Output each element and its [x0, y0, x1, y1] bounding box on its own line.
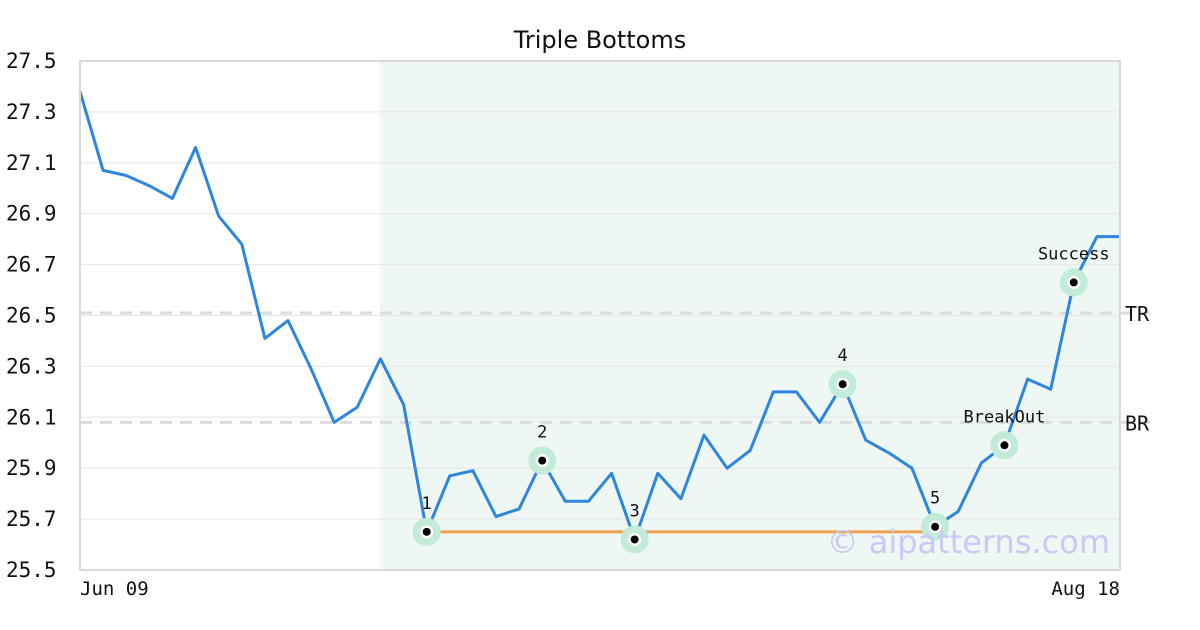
y-tick-label: 26.3: [6, 354, 57, 378]
marker-point: [1000, 441, 1009, 450]
level-label-br: BR: [1125, 411, 1150, 435]
marker-label: 1: [422, 494, 432, 514]
marker-point: [538, 456, 547, 465]
plot-frame: [79, 60, 1121, 571]
marker-point: [422, 527, 431, 536]
level-label-tr: TR: [1125, 302, 1150, 326]
y-tick-label: 25.7: [6, 507, 57, 531]
marker-label: 5: [930, 489, 940, 509]
y-tick-label: 27.5: [6, 49, 57, 73]
y-tick-label: 26.5: [6, 304, 57, 328]
y-tick-label: 27.3: [6, 100, 57, 124]
chart-title: Triple Bottoms: [513, 26, 687, 54]
marker-label: Success: [1038, 244, 1110, 264]
marker-label: BreakOut: [963, 407, 1045, 427]
x-tick-label: Aug 18: [1051, 578, 1120, 600]
y-tick-label: 25.9: [6, 456, 57, 480]
y-tick-label: 25.5: [6, 558, 57, 582]
marker-label: 4: [838, 346, 848, 366]
x-tick-label: Jun 09: [80, 578, 149, 600]
marker-point: [630, 535, 639, 544]
watermark: © aipatterns.com: [827, 523, 1110, 561]
y-tick-label: 26.1: [6, 405, 57, 429]
marker-point: [838, 380, 847, 389]
marker-label: 2: [537, 423, 547, 443]
marker-label: 3: [630, 501, 640, 521]
y-tick-label: 26.9: [6, 202, 57, 226]
y-tick-label: 27.1: [6, 151, 57, 175]
marker-point: [1069, 278, 1078, 287]
y-tick-label: 26.7: [6, 253, 57, 277]
marker-point: [931, 522, 940, 531]
